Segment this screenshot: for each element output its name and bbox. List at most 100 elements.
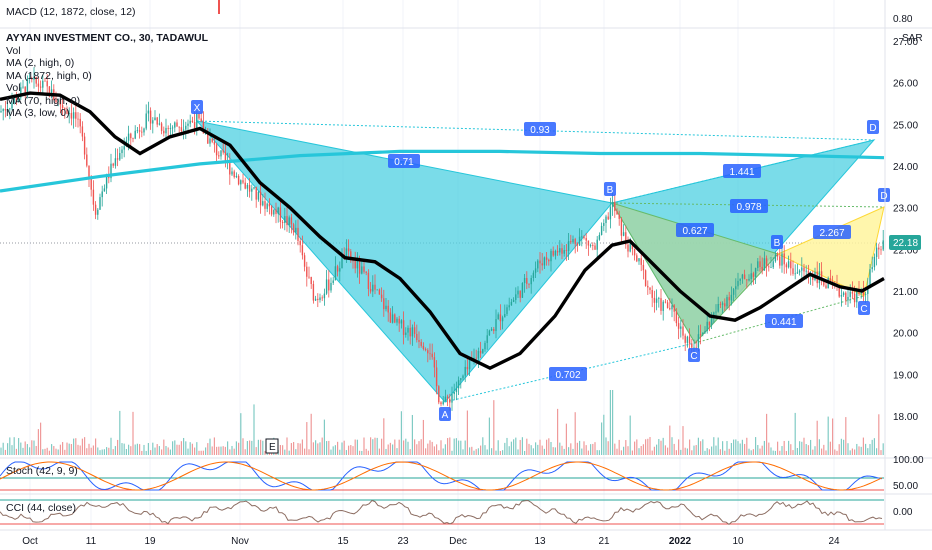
candle-body	[697, 334, 700, 348]
candle-body	[163, 130, 165, 134]
volume-bar	[422, 419, 424, 455]
candle-body	[537, 260, 539, 269]
candle-body	[378, 289, 381, 295]
price-axis[interactable]: 18.00 19.00 20.00 21.00 22.00 23.00 24.00 25.00…	[893, 37, 918, 423]
volume-bar	[799, 441, 801, 455]
candle-body	[616, 211, 618, 215]
candle-body	[618, 214, 620, 219]
time-tick-label: 10	[732, 536, 744, 547]
volume-bar	[205, 447, 207, 455]
candle-body	[440, 402, 442, 405]
volume-bar	[603, 414, 605, 455]
candle-body	[754, 268, 757, 277]
volume-bar	[629, 415, 631, 455]
volume-bar	[530, 445, 532, 455]
candle-body	[682, 326, 684, 336]
candle-body	[552, 250, 554, 256]
candle-body	[376, 289, 378, 291]
candle-body	[15, 97, 18, 102]
volume-bar	[671, 437, 673, 455]
time-tick-label: 15	[337, 536, 349, 547]
candle-body	[603, 223, 605, 226]
volume-bar	[715, 445, 717, 455]
volume-bar	[178, 444, 180, 455]
volume-bar	[341, 442, 343, 455]
volume-bar	[392, 444, 394, 455]
volume-bar	[777, 441, 779, 455]
volume-bar	[449, 437, 451, 455]
volume-bar	[198, 450, 200, 455]
volume-bar	[332, 446, 334, 455]
candle-body	[246, 184, 249, 189]
point-tag-bg	[867, 120, 879, 134]
volume-bar	[717, 437, 719, 455]
candle-body	[686, 336, 689, 343]
price-tick-label: 22.00	[893, 245, 918, 256]
ratio-tag-value: 0.627	[682, 226, 707, 237]
candle-body	[200, 118, 202, 122]
candle-body	[561, 248, 563, 254]
last-price-tag: 22.18	[889, 235, 921, 250]
candle-body	[517, 290, 519, 295]
volume-bar	[442, 448, 444, 455]
volume-bar	[548, 438, 550, 455]
candle-body	[130, 133, 132, 139]
volume-bar	[75, 438, 77, 455]
volume-bar	[482, 437, 484, 455]
volume-bar	[642, 444, 644, 455]
candle-body	[380, 294, 383, 299]
price-tick-label: 27.00	[893, 37, 918, 48]
volume-bar	[579, 440, 581, 455]
ratio-tag-value: 0.702	[555, 370, 580, 381]
time-axis[interactable]: Oct 11 19 Nov 15 23 Dec 13 21 2022 10 24	[22, 536, 840, 547]
candle-body	[325, 279, 328, 294]
candle-body	[235, 175, 238, 178]
candle-body	[776, 254, 779, 257]
volume-bar	[867, 448, 869, 455]
candle-body	[365, 271, 367, 273]
volume-bar	[139, 444, 141, 455]
volume-bar	[502, 450, 504, 455]
candle-body	[669, 307, 671, 310]
candle-body	[435, 367, 438, 387]
candle-body	[664, 301, 667, 303]
volume-bar	[816, 420, 818, 455]
candle-body	[710, 316, 713, 326]
volume-bar	[163, 439, 165, 455]
candle-body	[284, 216, 286, 224]
candle-body	[642, 264, 645, 271]
volume-bar	[741, 439, 743, 455]
time-tick-label: 13	[534, 536, 546, 547]
volume-bar	[359, 450, 361, 455]
volume-bar	[770, 447, 772, 455]
volume-bar	[86, 448, 88, 455]
candle-body	[713, 312, 715, 317]
point-tag-letter: C	[860, 304, 867, 315]
volume-bar	[634, 441, 636, 455]
volume-bar	[66, 442, 68, 455]
volume-bar	[130, 446, 132, 455]
candle-body	[420, 341, 422, 346]
candle-body	[673, 305, 675, 312]
volume-bar	[420, 439, 422, 455]
candle-body	[594, 245, 596, 250]
volume-bar	[763, 440, 765, 455]
candle-body	[715, 311, 717, 313]
price-tick-label: 23.00	[893, 204, 918, 215]
candle-body	[625, 232, 627, 245]
volume-bar	[697, 437, 699, 455]
volume-bar	[70, 444, 72, 455]
volume-bar	[119, 410, 121, 455]
candle-body	[627, 244, 629, 252]
legend-item-ma2: MA (2, high, 0)	[6, 57, 75, 69]
candle-body	[506, 307, 508, 315]
candle-body	[400, 320, 403, 324]
candle-body	[732, 289, 735, 295]
earnings-marker[interactable]: E	[265, 438, 279, 454]
volume-bar	[559, 442, 561, 455]
candle-body	[323, 293, 326, 299]
volume-bar	[326, 441, 328, 455]
candle-body	[339, 268, 341, 272]
volume-bar	[653, 446, 655, 455]
